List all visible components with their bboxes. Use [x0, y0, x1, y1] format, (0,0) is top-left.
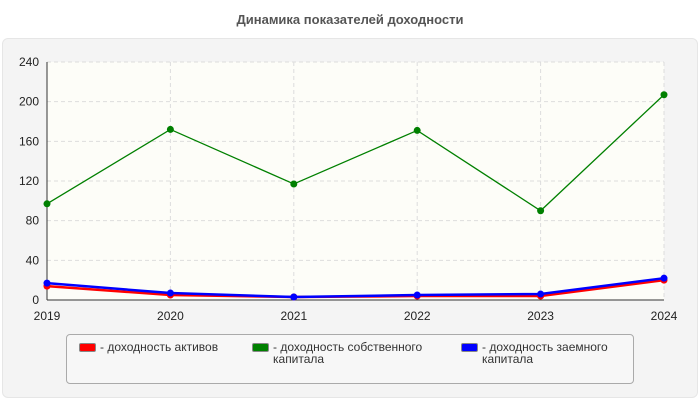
x-tick-label: 2020: [157, 309, 184, 323]
x-tick-label: 2023: [527, 309, 554, 323]
y-tick-label: 40: [26, 253, 40, 267]
data-point: [43, 279, 51, 287]
x-tick-label: 2019: [34, 309, 61, 323]
y-tick-label: 120: [19, 174, 39, 188]
data-point: [537, 207, 545, 215]
data-point: [413, 126, 421, 134]
legend-item-equity: - доходность собственного капитала: [252, 341, 432, 365]
legend-label: - доходность активов: [100, 340, 219, 354]
data-point: [290, 180, 298, 188]
y-tick-label: 240: [19, 55, 39, 69]
legend-label: - доходность собственного капитала: [273, 340, 423, 366]
data-point: [660, 91, 668, 99]
data-point: [537, 290, 545, 298]
y-tick-label: 0: [32, 293, 39, 307]
data-point: [413, 291, 421, 299]
legend-swatch: [461, 343, 478, 352]
legend-label: - доходность заемного капитала: [482, 340, 608, 366]
y-tick-label: 200: [19, 95, 39, 109]
data-point: [660, 274, 668, 282]
legend-item-assets: - доходность активов: [79, 341, 218, 353]
y-tick-label: 160: [19, 134, 39, 148]
series-line: [46, 94, 665, 212]
y-tick-label: 80: [26, 214, 40, 228]
data-point: [43, 200, 51, 208]
chart-title: Динамика показателей доходности: [236, 12, 464, 27]
series-line: [46, 276, 665, 299]
legend: - доходность активов - доходность собств…: [66, 334, 634, 384]
data-point: [290, 293, 298, 301]
x-tick-label: 2024: [651, 309, 678, 323]
data-point: [166, 289, 174, 297]
legend-swatch: [79, 343, 96, 352]
x-tick-label: 2022: [404, 309, 431, 323]
legend-item-debt: - доходность заемного капитала: [461, 341, 631, 365]
x-tick-label: 2021: [280, 309, 307, 323]
data-point: [166, 125, 174, 133]
legend-swatch: [252, 343, 269, 352]
